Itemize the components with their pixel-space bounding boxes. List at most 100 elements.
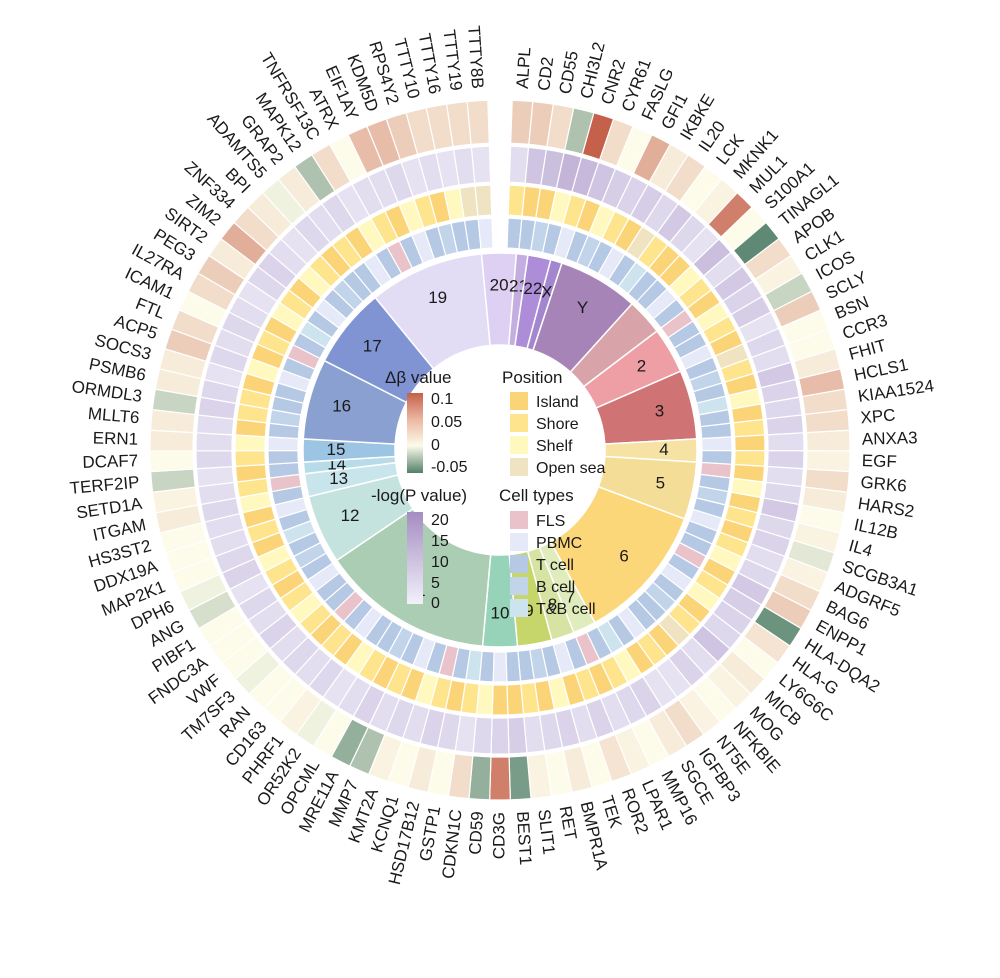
- gene-label: TTTY8B: [464, 25, 487, 89]
- gene-label: CD59: [466, 811, 488, 856]
- chromosome-label: 2: [637, 357, 646, 376]
- cell-swatch-t-cell: [510, 555, 528, 573]
- cell-type-item: B cell: [536, 579, 575, 596]
- cell-type-cell: [267, 436, 299, 452]
- position-cell: [732, 418, 766, 438]
- pval-tick: 20: [431, 512, 449, 529]
- chromosome-label: X: [541, 282, 552, 301]
- delta-beta-cell: [149, 429, 195, 452]
- chromosome-label: 8: [548, 595, 557, 614]
- position-cell: [234, 434, 267, 452]
- pval-cell: [766, 450, 805, 470]
- chromosome-ring: 123456789101112131415161719202122XY: [302, 252, 698, 648]
- delta-beta-cell: [466, 99, 490, 146]
- position-item: Island: [536, 394, 579, 411]
- delta-beta-cell: [805, 429, 851, 452]
- position-item: Shore: [536, 416, 579, 433]
- position-cell: [491, 684, 509, 716]
- position-swatch-island: [510, 392, 528, 410]
- position-cell: [474, 184, 493, 217]
- chromosome-label: 15: [327, 440, 346, 459]
- cell-type-item: T&B cell: [536, 601, 596, 618]
- cell-swatch-pbmc: [510, 533, 528, 551]
- circos-rings: [149, 99, 851, 801]
- pval-tick: 5: [431, 575, 440, 592]
- gene-label: IL4: [847, 536, 875, 561]
- position-swatch-open-sea: [510, 458, 528, 476]
- chromosome-label: 12: [341, 506, 360, 525]
- chromosome-label: 7: [566, 588, 575, 607]
- delta-beta-cell: [805, 450, 851, 473]
- gene-label: CD3G: [489, 812, 508, 859]
- pval-cell: [766, 432, 805, 452]
- gene-label: BEST1: [513, 811, 535, 866]
- chromosome-label: 16: [332, 397, 351, 416]
- delta-beta-tick: 0.05: [431, 414, 462, 431]
- position-item: Open sea: [536, 460, 605, 477]
- chromosome-label: 17: [363, 337, 382, 356]
- pval-cell: [195, 450, 234, 470]
- gene-label: TERF2IP: [69, 473, 140, 498]
- cell-type-cell: [701, 436, 733, 452]
- chromosome-label: 5: [656, 474, 665, 493]
- cell-type-cell: [492, 651, 508, 683]
- gene-label: SLIT1: [534, 808, 558, 855]
- gene-label: ALPL: [513, 47, 535, 90]
- pval-tick: 10: [431, 554, 449, 571]
- pval-cell: [765, 414, 805, 436]
- chromosome-label: 19: [428, 288, 447, 307]
- delta-beta-tick: -0.05: [431, 459, 468, 476]
- position-swatch-shore: [510, 414, 528, 432]
- gene-label: RET: [556, 804, 581, 841]
- delta-beta-cell: [149, 450, 195, 473]
- pval-tick: 0: [431, 595, 440, 612]
- chromosome-label: 13: [329, 469, 348, 488]
- cell-swatch-fls: [510, 511, 528, 529]
- delta-beta-tick: 0: [431, 437, 440, 454]
- position-cell: [234, 450, 267, 468]
- cell-swatch-tb-cell: [510, 599, 528, 617]
- gene-label: ERN1: [93, 429, 139, 449]
- position-cell: [733, 450, 766, 468]
- legend: Δβ value 0.1 0.05 0 -0.05 -log(P value) …: [371, 368, 605, 618]
- cell-swatch-b-cell: [510, 577, 528, 595]
- cell-type-item: T cell: [536, 557, 574, 574]
- delta-beta-colorbar: [407, 393, 423, 473]
- gene-label: EGF: [862, 451, 898, 471]
- gene-label: MLLT6: [87, 404, 140, 427]
- delta-beta-legend-title: Δβ value: [385, 368, 452, 387]
- cell-types-legend-title: Cell types: [499, 486, 574, 505]
- pval-cell: [490, 717, 510, 755]
- position-cell: [234, 463, 268, 483]
- chromosome-segment: [532, 262, 634, 374]
- chromosome-label: 4: [659, 440, 668, 459]
- cell-type-cell: [477, 217, 494, 250]
- chromosome-label: 20: [490, 275, 509, 294]
- chromosome-label: 10: [491, 603, 510, 622]
- delta-beta-cell: [508, 755, 532, 801]
- chromosome-label: 3: [655, 401, 664, 420]
- pval-cell: [507, 716, 528, 755]
- gene-label: CD2: [534, 56, 557, 92]
- gene-label: ANXA3: [862, 428, 918, 448]
- position-swatch-shelf: [510, 436, 528, 454]
- pval-cell: [470, 145, 492, 184]
- position-cell: [733, 434, 766, 452]
- gene-label: XPC: [860, 405, 896, 427]
- chromosome-label: 22: [523, 279, 542, 298]
- pval-legend-title: -log(P value): [371, 486, 467, 505]
- chromosome-label: 9: [524, 601, 533, 620]
- delta-beta-cell: [489, 756, 511, 801]
- cell-type-item: PBMC: [536, 535, 582, 552]
- pval-colorbar: [407, 512, 423, 604]
- pval-cell: [195, 432, 234, 452]
- pval-tick: 15: [431, 533, 449, 550]
- cell-type-cell: [267, 449, 300, 465]
- position-item: Shelf: [536, 438, 573, 455]
- position-legend-title: Position: [502, 368, 562, 387]
- gene-label: DCAF7: [82, 451, 138, 472]
- gene-label: GRK6: [860, 473, 908, 496]
- gene-label: CDKN1C: [439, 808, 466, 880]
- cell-type-cell: [505, 650, 522, 683]
